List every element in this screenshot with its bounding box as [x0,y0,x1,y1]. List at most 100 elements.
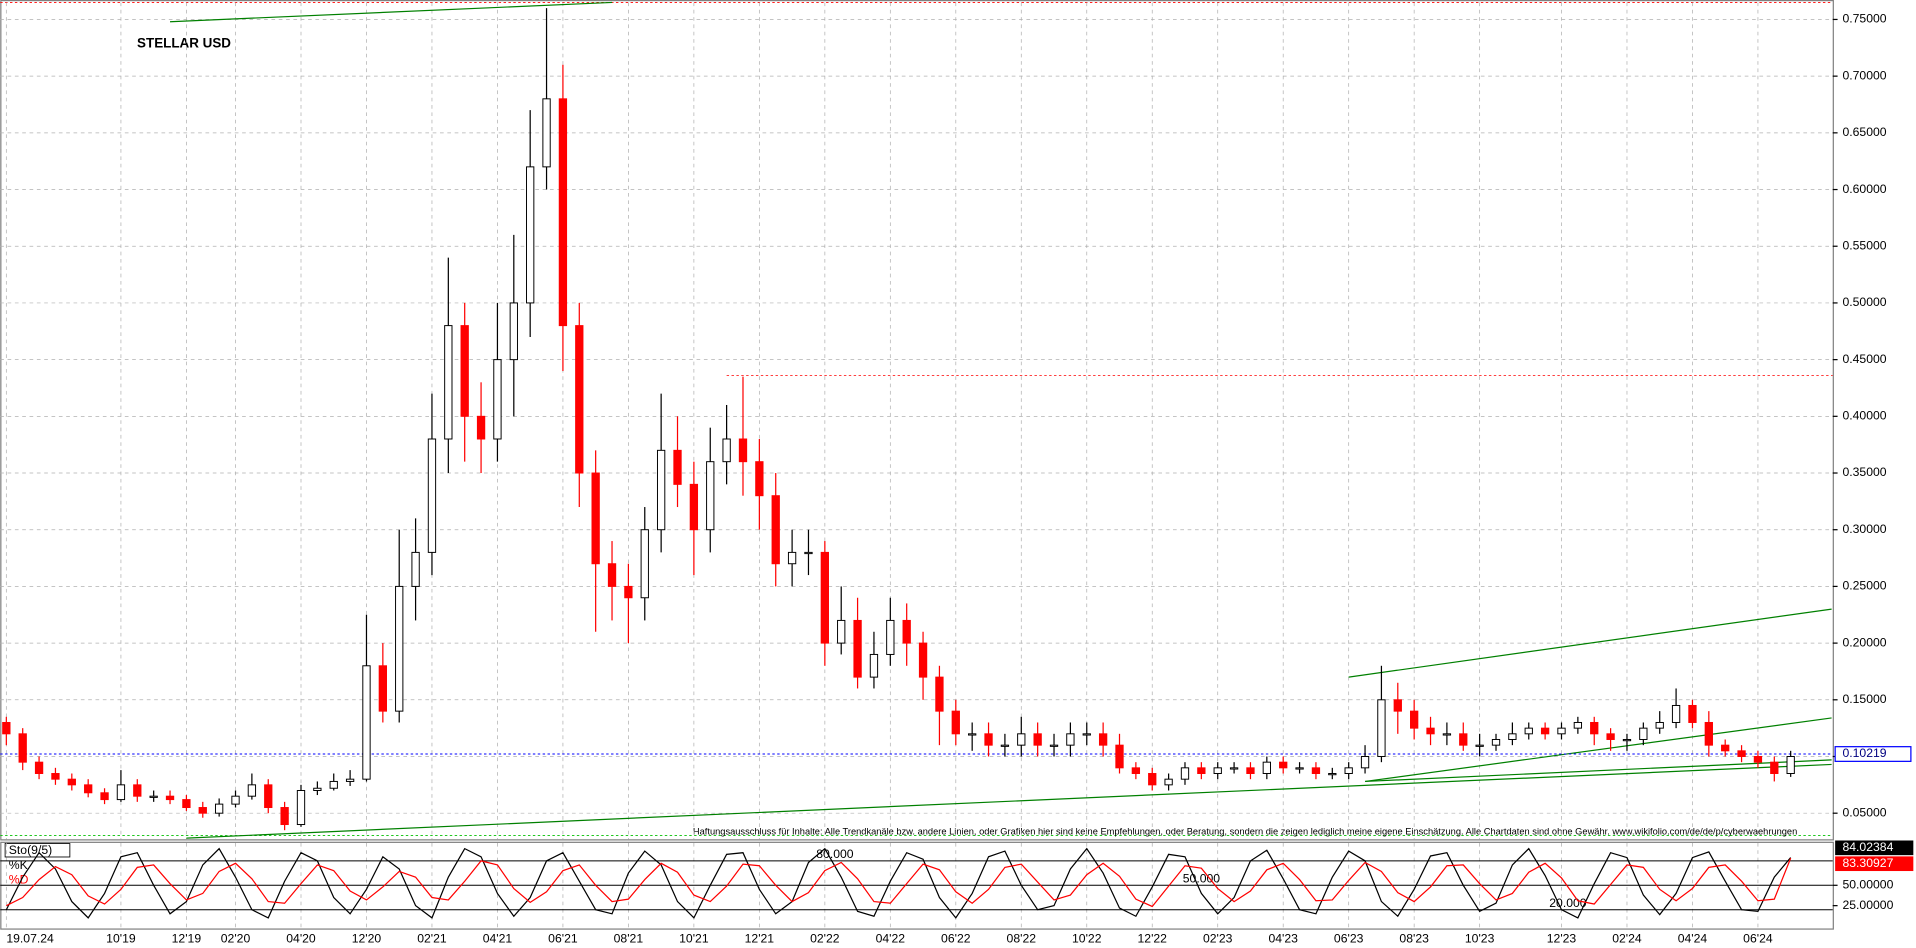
candle-body [1622,738,1632,742]
candle-body [1639,727,1648,740]
candle-body [656,449,666,531]
candle-body [804,551,813,555]
candle-body [280,807,289,826]
candle-body [313,787,322,792]
candle-body [542,98,551,168]
x-tick-label: 04'20 [286,932,316,946]
candle-body [558,98,568,327]
candle-body [444,325,453,440]
y-tick-label: 0.25000 [1842,579,1886,593]
y-tick-label: 0.05000 [1842,805,1886,819]
x-tick-label: 06'22 [941,932,971,946]
trend-line [1348,608,1832,678]
candle-body [1017,733,1026,746]
candle-body [1311,767,1321,774]
x-tick-label: 12'22 [1138,932,1168,946]
candle-body [1213,767,1222,774]
x-tick-label: 08'23 [1399,932,1429,946]
candle-body [1148,773,1157,786]
candle-body [100,792,109,801]
candle-body [1295,767,1304,770]
candle-body [1197,767,1206,774]
candle-body [1540,727,1550,735]
y-tick-label: 0.75000 [1842,12,1886,26]
candle-body [1115,744,1124,769]
x-tick-label: 10'21 [679,932,709,946]
candle-body [526,166,535,304]
candle-body [755,461,764,497]
x-tick-label: 04'21 [483,932,513,946]
y-tick-label: 0.55000 [1842,238,1886,252]
candle-body [1098,733,1108,746]
candle-body [607,563,617,587]
trend-line [186,763,1832,839]
y-tick-label: 0.40000 [1842,409,1886,423]
candle-body [575,325,584,474]
x-tick-label: 19.07.24 [6,932,54,946]
candle-body [1590,721,1599,735]
candle-body [411,551,420,587]
candle-body [264,784,273,809]
candle-body [1262,761,1271,774]
candle-body [1573,721,1583,729]
y-tick-label: 25.00000 [1842,898,1893,912]
panel-legend-box [4,843,71,858]
x-tick-label: 12'19 [172,932,202,946]
y-tick-label: 0.50000 [1842,295,1886,309]
candle-body [1033,733,1042,746]
x-tick-label: 10'22 [1072,932,1102,946]
x-tick-label: 02'23 [1203,932,1233,946]
y-tick-label: 0.20000 [1842,635,1886,649]
candle-body [1753,756,1763,763]
candle-body [951,710,960,735]
x-tick-label: 02'24 [1612,932,1642,946]
candle-body [296,790,306,826]
candle-body [984,733,993,746]
x-tick-label: 10'19 [106,932,136,946]
candle-body [968,733,977,736]
candle-body [837,619,846,644]
candle-body [2,721,11,735]
candle-body [1246,767,1255,774]
x-tick-label: 08'22 [1007,932,1037,946]
y-tick-label: 0.30000 [1842,522,1886,536]
x-tick-label: 06'23 [1334,932,1364,946]
candle-body [378,665,388,712]
candle-body [771,495,780,565]
candle-body [1786,756,1795,774]
y-tick-label: 0.70000 [1842,68,1886,82]
candle-body [640,529,649,599]
candle-body [706,461,715,531]
candle-body [1393,699,1402,712]
disclaimer: Haftungsausschluss für Inhalte: Alle Tre… [693,826,1797,836]
candle-body [1426,727,1435,735]
candle-body [918,642,928,678]
chart-title: STELLAR USD [137,36,231,51]
trend-line [1365,759,1832,783]
candle-body [1082,733,1091,736]
x-tick-label: 04'23 [1268,932,1298,946]
level-label: 80.000 [816,847,854,861]
y-tick-label: 0.65000 [1842,125,1886,139]
candle-body [1671,704,1681,723]
x-tick-label: 02'21 [417,932,447,946]
x-tick-label: 10'23 [1465,932,1495,946]
candle-body [493,359,502,440]
candle-body [231,795,240,805]
candle-body [476,415,486,440]
candle-body [787,551,797,565]
candle-body [1655,721,1664,729]
candle-body [1704,721,1713,746]
candle-body [427,438,437,553]
candle-body [51,773,60,780]
x-tick-label: 12'20 [352,932,382,946]
x-tick-label: 12'23 [1547,932,1577,946]
candle-body [1524,727,1533,735]
candle-body [1475,744,1484,747]
candle-body [362,665,371,780]
stochastic-line [6,857,1792,908]
panel-title: Sto(9/5) [9,843,52,857]
candle-body [1328,773,1337,776]
candle-body [18,733,27,763]
candle-body [624,585,633,599]
